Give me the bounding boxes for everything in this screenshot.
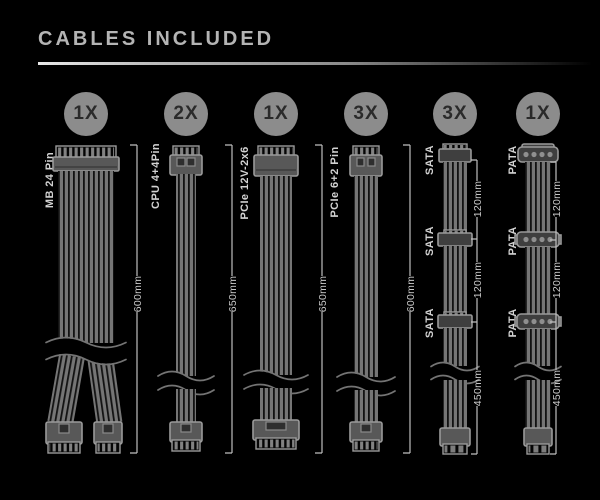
cable-ribbon-lower	[260, 388, 292, 420]
length-value-1: 120mm	[472, 181, 484, 218]
cable-ribbon-4	[525, 380, 551, 428]
qty-badge-pata: 1X	[516, 92, 560, 136]
length-value-3: 450mm	[472, 370, 484, 407]
column-pata: PATA PATA PATA 120mm 120mm 450mm	[476, 136, 600, 486]
sata-connector-top	[438, 143, 472, 163]
top-connector-12v2x6	[253, 145, 299, 177]
cable-ribbon-4	[443, 380, 467, 428]
qty-badge-cpu: 2X	[164, 92, 208, 136]
cable-ribbon-lower	[176, 389, 196, 423]
cable-ribbon-2	[525, 247, 551, 314]
measurement-bracket: 650mm	[315, 144, 329, 454]
cable-figure-mb-24pin: MB 24 Pin 600mm	[38, 144, 144, 454]
break-wave	[509, 361, 567, 385]
length-value: 600mm	[132, 276, 144, 313]
cable-figure-pcie-62pin: PCIe 6+2 Pin 600mm	[329, 144, 417, 454]
cable-ribbon	[443, 162, 467, 233]
top-connector-24pin	[52, 145, 120, 172]
cable-label-1: SATA	[424, 145, 436, 175]
measurement-bracket: 600mm	[403, 144, 417, 454]
cable-label-1: PATA	[507, 145, 519, 174]
cable-label-3: PATA	[507, 308, 519, 337]
cable-ribbon	[260, 176, 292, 375]
cable-label-2: SATA	[424, 226, 436, 256]
measurement-bracket: 650mm	[225, 144, 239, 454]
cable-ribbon-3	[443, 328, 467, 366]
bottom-connector-18pin	[45, 421, 83, 454]
cable-split-legs	[47, 353, 123, 426]
qty-badge-pcie62: 3X	[344, 92, 388, 136]
cable-label: CPU 4+4Pin	[150, 143, 162, 209]
length-value-1: 120mm	[551, 181, 563, 218]
cable-label-2: PATA	[507, 226, 519, 255]
bottom-connector	[169, 421, 203, 452]
cable-figure-sata: SATA SATA SATA 120mm 120mm 450mm	[424, 143, 485, 455]
bottom-connector	[523, 427, 553, 455]
length-value-3: 450mm	[551, 370, 563, 407]
column-pcie-62pin: PCIe 6+2 Pin 600mm	[304, 136, 428, 486]
length-value-2: 120mm	[472, 262, 484, 299]
top-connector-44pin	[169, 145, 203, 176]
sata-connector-mid-1	[437, 229, 473, 247]
measurement-line: 120mm 120mm 450mm	[550, 161, 563, 455]
bottom-connector	[439, 427, 471, 455]
cable-label: PCIe 12V-2x6	[239, 146, 251, 219]
cable-ribbon-lower	[354, 390, 378, 422]
length-value-2: 120mm	[551, 262, 563, 299]
top-connector-8pin	[349, 145, 383, 177]
cable-figure-cpu-44pin: CPU 4+4Pin 650mm	[150, 143, 239, 454]
cable-ribbon	[176, 174, 196, 376]
break-wave	[425, 361, 485, 385]
length-value: 650mm	[317, 276, 329, 313]
cable-ribbon	[525, 162, 551, 233]
length-value: 650mm	[227, 276, 239, 313]
break-wave	[38, 336, 134, 366]
cable-label: PCIe 6+2 Pin	[329, 146, 341, 217]
measurement-line: 120mm 120mm 450mm	[471, 159, 484, 455]
column-cpu-44pin: CPU 4+4Pin 650mm	[124, 136, 248, 486]
bottom-connector	[349, 421, 383, 452]
measurement-bracket: 600mm	[130, 144, 144, 454]
bottom-connector-10pin	[93, 421, 123, 454]
cable-figure-pcie-12v2x6: PCIe 12V-2x6 650mm	[238, 144, 329, 454]
cable-ribbon	[354, 176, 378, 377]
sata-connector-mid-2	[437, 311, 473, 329]
qty-badge-sata: 3X	[433, 92, 477, 136]
cable-label-3: SATA	[424, 308, 436, 338]
cable-ribbon-2	[443, 246, 467, 315]
title-underline	[38, 62, 598, 65]
cable-ribbon-3	[525, 329, 551, 366]
column-pcie-12v2x6: PCIe 12V-2x6 650mm	[214, 136, 338, 486]
pata-connector-top	[517, 143, 559, 163]
cable-figure-pata: PATA PATA PATA 120mm 120mm 450mm	[507, 143, 567, 455]
length-value: 600mm	[405, 276, 417, 313]
pata-connector-mid-1	[514, 231, 562, 248]
bottom-connector	[252, 419, 300, 450]
qty-badge-mb24pin: 1X	[64, 92, 108, 136]
qty-badge-pcie12v2x6: 1X	[254, 92, 298, 136]
page-title: CABLES INCLUDED	[38, 28, 275, 50]
column-sata: SATA SATA SATA 120mm 120mm 450mm	[393, 136, 517, 486]
cable-ribbon	[58, 171, 114, 343]
column-mb-24pin: MB 24 Pin 600mm	[24, 136, 148, 486]
